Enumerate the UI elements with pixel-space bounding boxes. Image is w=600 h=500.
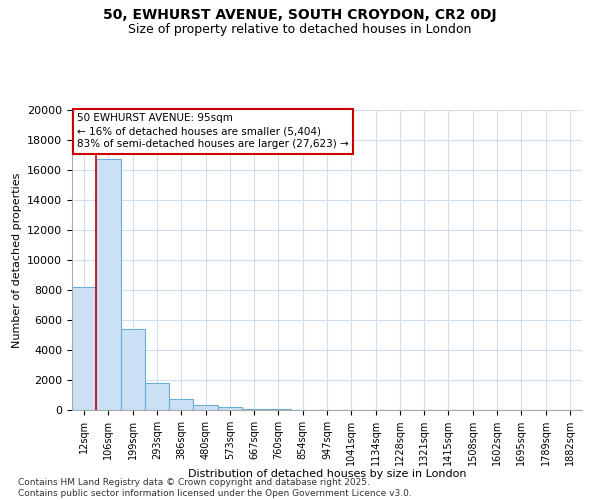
Text: 50, EWHURST AVENUE, SOUTH CROYDON, CR2 0DJ: 50, EWHURST AVENUE, SOUTH CROYDON, CR2 0… xyxy=(103,8,497,22)
Bar xyxy=(242,408,266,410)
Y-axis label: Number of detached properties: Number of detached properties xyxy=(11,172,22,348)
Bar xyxy=(169,399,193,410)
Text: 50 EWHURST AVENUE: 95sqm
← 16% of detached houses are smaller (5,404)
83% of sem: 50 EWHURST AVENUE: 95sqm ← 16% of detach… xyxy=(77,113,349,150)
Bar xyxy=(72,287,96,410)
Text: Size of property relative to detached houses in London: Size of property relative to detached ho… xyxy=(128,22,472,36)
Bar xyxy=(193,405,218,410)
Bar xyxy=(145,383,169,410)
Bar xyxy=(121,329,145,410)
X-axis label: Distribution of detached houses by size in London: Distribution of detached houses by size … xyxy=(188,470,466,480)
Text: Contains HM Land Registry data © Crown copyright and database right 2025.
Contai: Contains HM Land Registry data © Crown c… xyxy=(18,478,412,498)
Bar xyxy=(218,407,242,410)
Bar xyxy=(96,160,121,410)
Bar xyxy=(266,409,290,410)
